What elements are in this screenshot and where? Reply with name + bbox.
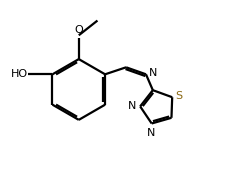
Text: O: O [74,25,83,35]
Text: N: N [146,128,155,138]
Text: methyl: methyl [98,17,103,19]
Text: S: S [175,91,182,101]
Text: N: N [148,68,156,78]
Text: HO: HO [11,69,28,79]
Text: N: N [128,101,136,111]
